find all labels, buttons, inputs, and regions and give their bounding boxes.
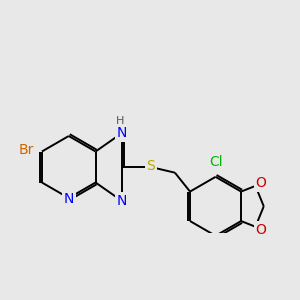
Text: O: O <box>256 223 267 237</box>
Text: N: N <box>64 192 74 206</box>
Text: S: S <box>146 159 155 173</box>
Text: O: O <box>256 176 267 190</box>
Text: Cl: Cl <box>209 155 223 170</box>
Text: Br: Br <box>18 142 34 157</box>
Text: N: N <box>117 194 127 208</box>
Text: N: N <box>117 126 127 140</box>
Text: H: H <box>116 116 124 126</box>
